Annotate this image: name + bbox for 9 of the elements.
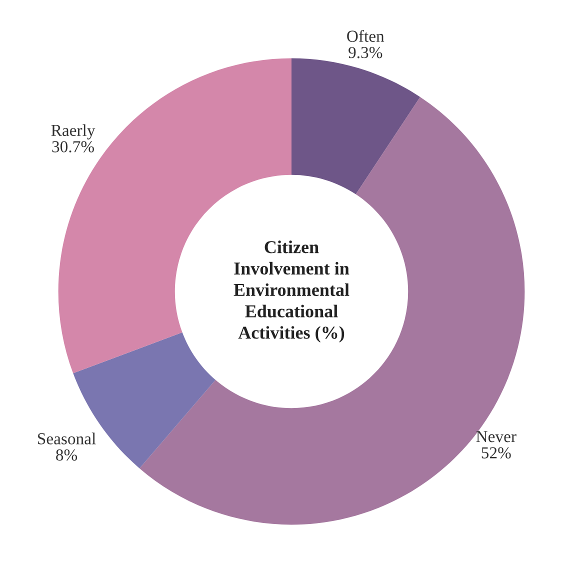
slice-label: Never (476, 431, 516, 442)
data-label: 30.7% (52, 141, 94, 152)
data-label: 9.3% (348, 46, 382, 58)
slice-label: Raerly (51, 124, 96, 140)
text: Citizen Involvement in Environmental Educational Activities (%) (234, 240, 350, 342)
slice-label: Often (347, 30, 384, 42)
data-label: 52% (482, 447, 511, 459)
slice-label: Seasonal (38, 432, 96, 444)
data-label: 8% (56, 449, 78, 461)
